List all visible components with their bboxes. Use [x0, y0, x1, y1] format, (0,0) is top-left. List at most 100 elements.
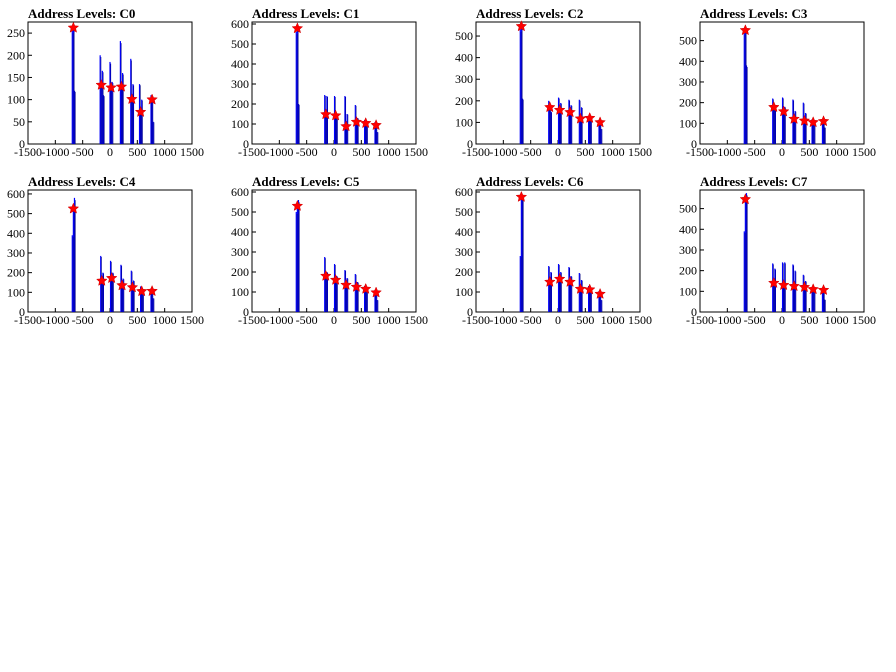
y-tick-label: 200: [679, 264, 697, 278]
y-tick-label: 300: [455, 72, 473, 86]
y-tick-label: 100: [455, 285, 473, 299]
x-tick-label: -1500: [14, 145, 42, 159]
y-tick-label: 200: [7, 266, 25, 280]
y-tick-label: 0: [19, 305, 25, 319]
x-tick-label: 1000: [377, 145, 401, 159]
peak-marker: [105, 81, 117, 93]
peak-marker: [319, 108, 332, 120]
x-tick-label: 0: [779, 313, 785, 327]
peak-marker: [767, 101, 780, 113]
x-tick-label: -1000: [265, 145, 293, 159]
y-tick-label: 500: [455, 29, 473, 43]
y-tick-label: 300: [679, 243, 697, 257]
y-tick-label: 200: [231, 97, 249, 111]
x-tick-label: -500: [296, 313, 318, 327]
y-tick-label: 600: [231, 185, 249, 199]
y-tick-label: 400: [455, 225, 473, 239]
x-tick-label: -1500: [462, 313, 490, 327]
x-tick-label: -500: [520, 145, 542, 159]
x-tick-label: 1000: [825, 145, 849, 159]
x-tick-label: -1500: [238, 313, 266, 327]
peak-marker: [594, 116, 606, 128]
peak-marker: [95, 274, 108, 286]
peak-marker: [739, 24, 752, 36]
x-tick-label: 500: [576, 145, 594, 159]
x-tick-label: 500: [352, 145, 370, 159]
chart-title: Address Levels: C4: [28, 174, 136, 189]
x-tick-label: -1500: [462, 145, 490, 159]
peak-marker: [739, 193, 752, 205]
chart-title: Address Levels: C0: [28, 6, 135, 21]
peak-marker: [134, 105, 147, 118]
peak-marker: [777, 278, 790, 291]
x-tick-label: 0: [555, 145, 561, 159]
peak-marker: [135, 285, 148, 297]
y-tick-label: 400: [455, 51, 473, 65]
y-tick-label: 0: [243, 137, 249, 151]
y-tick-label: 250: [7, 26, 25, 40]
y-tick-label: 300: [231, 245, 249, 259]
peak-marker: [574, 282, 587, 294]
peak-marker: [515, 20, 528, 32]
peak-marker: [370, 119, 382, 131]
x-tick-label: 0: [555, 313, 561, 327]
chart-panel-0: Address Levels: C0-1500 -1000 -500 0 500 1000…: [7, 6, 204, 159]
peak-marker: [105, 272, 118, 284]
x-tick-label: -1000: [41, 145, 69, 159]
y-tick-label: 600: [231, 17, 249, 31]
y-tick-label: 400: [7, 226, 25, 240]
peak-marker: [788, 280, 800, 292]
y-tick-label: 400: [679, 222, 697, 236]
x-tick-label: 1500: [404, 313, 428, 327]
chart-panel-6: Address Levels: C6-1500 -1000 -500 0 500 1000…: [455, 174, 652, 327]
peak-marker: [329, 109, 342, 121]
y-tick-label: 500: [231, 205, 249, 219]
peak-marker: [564, 275, 576, 287]
x-tick-label: 0: [107, 145, 113, 159]
peak-marker: [116, 279, 128, 291]
peak-marker: [125, 93, 138, 105]
peak-marker: [553, 272, 566, 284]
peak-marker: [350, 115, 363, 127]
y-tick-label: 500: [679, 34, 697, 48]
peak-marker: [359, 282, 372, 294]
x-tick-label: -1000: [489, 313, 517, 327]
y-tick-label: 500: [455, 205, 473, 219]
x-tick-label: 500: [128, 313, 146, 327]
x-tick-label: -500: [744, 145, 766, 159]
y-tick-label: 0: [467, 305, 473, 319]
chart-panel-4: Address Levels: C4-1500 -1000 -500 0 500 1000…: [7, 174, 204, 327]
peak-marker: [146, 93, 158, 105]
peak-marker: [359, 117, 372, 129]
y-tick-label: 200: [7, 48, 25, 62]
y-tick-label: 150: [7, 70, 25, 84]
peak-marker: [515, 190, 528, 202]
x-tick-label: 0: [331, 313, 337, 327]
chart-title: Address Levels: C6: [476, 174, 584, 189]
y-tick-label: 300: [455, 245, 473, 259]
x-tick-label: -500: [72, 145, 94, 159]
x-tick-label: 1500: [180, 145, 204, 159]
peak-marker: [543, 275, 556, 287]
y-tick-label: 600: [455, 185, 473, 199]
chart-title: Address Levels: C7: [700, 174, 808, 189]
peak-marker: [777, 105, 790, 117]
y-tick-label: 400: [231, 57, 249, 71]
x-tick-label: -1000: [489, 145, 517, 159]
x-tick-label: 0: [331, 145, 337, 159]
x-tick-label: 1500: [628, 313, 652, 327]
chart-title: Address Levels: C3: [700, 6, 808, 21]
y-tick-label: 0: [691, 305, 697, 319]
chart-title: Address Levels: C1: [252, 6, 359, 21]
chart-panel-7: Address Levels: C7-1500 -1000 -500 0 500 1000…: [679, 174, 876, 327]
x-tick-label: -1500: [686, 145, 714, 159]
y-tick-label: 0: [691, 137, 697, 151]
x-tick-label: -500: [72, 313, 94, 327]
x-tick-label: 500: [800, 145, 818, 159]
y-tick-label: 500: [7, 207, 25, 221]
x-tick-label: 1500: [852, 313, 876, 327]
x-tick-label: -1500: [686, 313, 714, 327]
x-tick-label: 1000: [377, 313, 401, 327]
y-tick-label: 0: [19, 137, 25, 151]
